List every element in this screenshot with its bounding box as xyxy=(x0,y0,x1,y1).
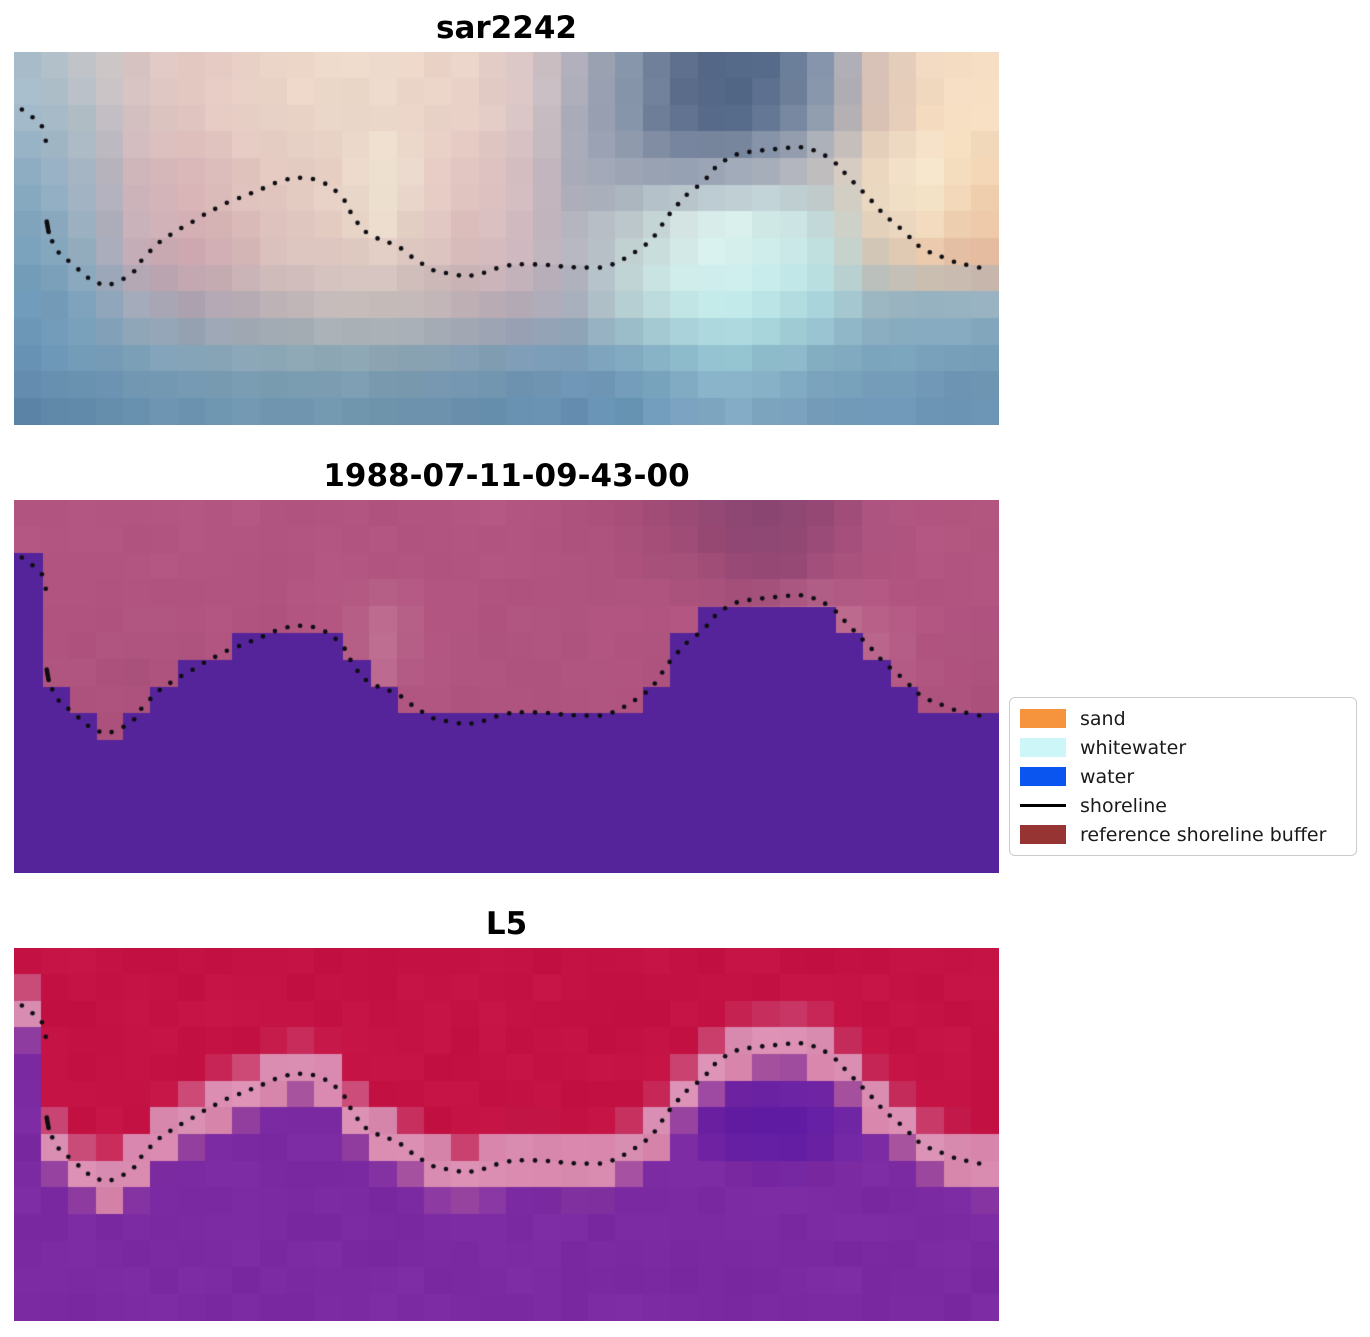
panel-image-sar2242 xyxy=(14,52,999,425)
legend-row-shoreline: shoreline xyxy=(1020,793,1346,819)
panel-title-date: 1988-07-11-09-43-00 xyxy=(323,458,690,494)
legend-row-sand: sand xyxy=(1020,706,1346,732)
legend-label-whitewater: whitewater xyxy=(1080,736,1187,759)
panel-image-l5 xyxy=(14,948,999,1321)
panel-title-sar2242: sar2242 xyxy=(436,10,577,46)
whitewater-swatch-icon xyxy=(1020,738,1066,757)
reference-buffer-swatch-icon xyxy=(1020,825,1066,844)
sand-swatch-icon xyxy=(1020,709,1066,728)
shoreline-line-icon xyxy=(1020,796,1066,815)
legend-label-reference-buffer: reference shoreline buffer xyxy=(1080,823,1327,846)
legend: sand whitewater water shoreline referenc… xyxy=(1009,697,1357,856)
legend-row-whitewater: whitewater xyxy=(1020,735,1346,761)
legend-label-water: water xyxy=(1080,765,1135,788)
panel-title-l5: L5 xyxy=(485,906,528,942)
legend-label-sand: sand xyxy=(1080,707,1126,730)
water-swatch-icon xyxy=(1020,767,1066,786)
legend-label-shoreline: shoreline xyxy=(1080,794,1167,817)
legend-row-reference-buffer: reference shoreline buffer xyxy=(1020,822,1346,848)
panel-image-classified xyxy=(14,500,999,873)
legend-row-water: water xyxy=(1020,764,1346,790)
